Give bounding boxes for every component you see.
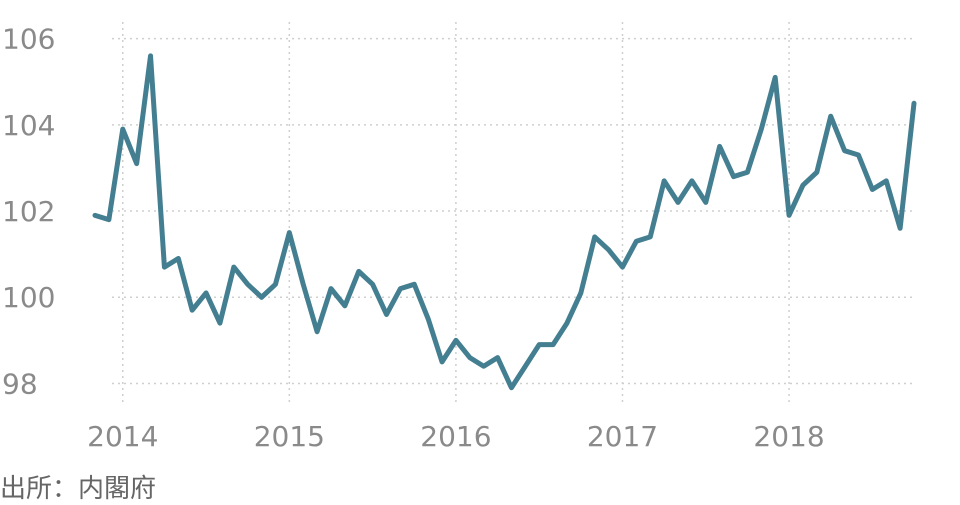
series-line [92, 53, 917, 391]
x-tick-label: 2015 [254, 420, 325, 453]
y-tick-label: 106 [2, 23, 55, 56]
x-tick-label: 2018 [753, 420, 824, 453]
x-tick-label: 2014 [87, 420, 158, 453]
y-tick-label: 100 [2, 281, 55, 314]
x-axis-labels: 2014 2015 2016 2017 2018 [87, 420, 825, 453]
line-chart: 98 100 102 104 106 2014 2015 2016 2017 2018 [2, 22, 917, 453]
source-note: 出所：内閣府 [0, 474, 157, 504]
y-tick-label: 98 [2, 367, 38, 400]
x-tick-label: 2017 [587, 420, 658, 453]
x-tick-label: 2016 [420, 420, 491, 453]
y-axis-labels: 98 100 102 104 106 [2, 23, 55, 401]
y-tick-label: 104 [2, 109, 55, 142]
grid-lines [112, 22, 914, 405]
y-tick-label: 102 [2, 195, 55, 228]
